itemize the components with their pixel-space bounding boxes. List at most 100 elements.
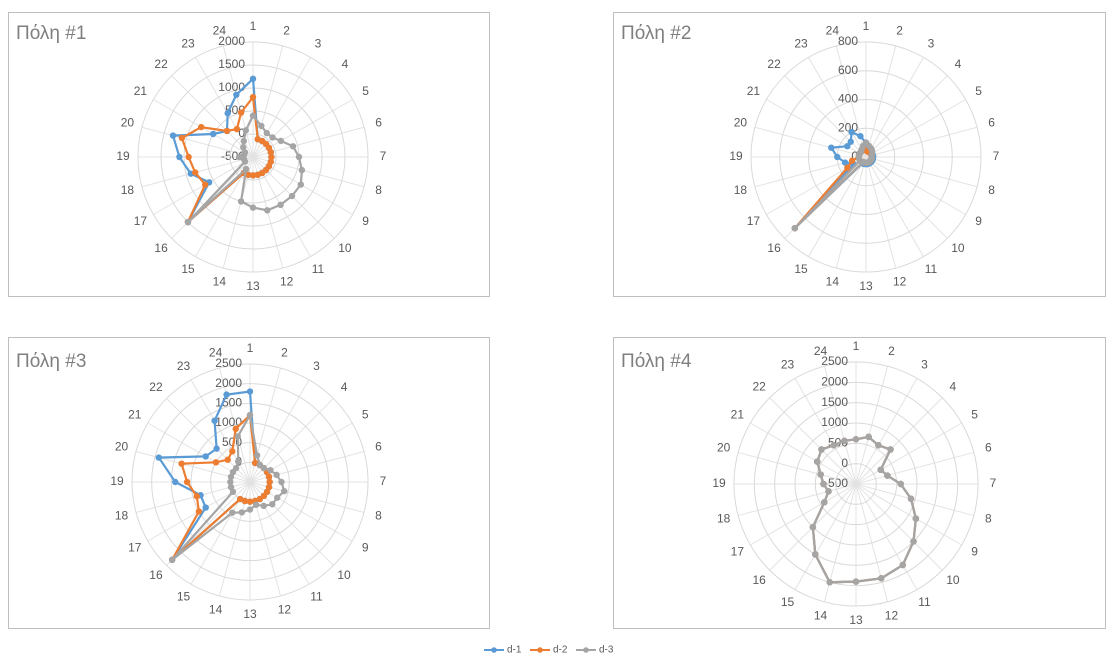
category-label: 4: [342, 57, 349, 71]
marker: [277, 137, 285, 145]
category-label: 22: [149, 380, 163, 394]
category-label: 2: [896, 24, 903, 38]
category-label: 14: [814, 609, 828, 623]
marker: [236, 495, 244, 503]
marker: [235, 458, 242, 465]
category-label: 12: [280, 275, 294, 289]
category-label: 5: [362, 84, 369, 98]
legend-label: d-3: [599, 645, 614, 656]
grid-ring: [137, 41, 369, 273]
marker: [857, 132, 864, 140]
marker: [884, 472, 891, 479]
category-label: 20: [115, 440, 129, 454]
marker: [195, 508, 203, 515]
marker: [263, 129, 270, 137]
marker: [269, 134, 276, 141]
category-label: 8: [375, 509, 382, 523]
marker: [820, 480, 827, 488]
r-tick-label: 1500: [821, 395, 848, 409]
marker: [295, 153, 303, 161]
category-label: 10: [338, 241, 352, 255]
marker: [238, 509, 246, 516]
category-label: 19: [116, 149, 130, 163]
marker: [297, 181, 305, 188]
category-label: 20: [734, 116, 748, 130]
category-label: 11: [925, 262, 938, 276]
r-tick-label: 600: [838, 63, 858, 77]
marker: [298, 166, 306, 174]
legend-marker: [537, 647, 543, 653]
category-label: 21: [747, 84, 761, 98]
marker: [242, 127, 250, 134]
marker: [814, 458, 821, 465]
category-label: 20: [717, 441, 731, 455]
marker: [184, 218, 192, 226]
marker: [183, 478, 191, 486]
category-label: 18: [734, 183, 748, 197]
marker: [877, 466, 884, 473]
marker: [264, 207, 271, 214]
category-label: 16: [154, 241, 168, 255]
marker: [155, 454, 163, 461]
category-label: 6: [985, 441, 992, 455]
marker: [266, 478, 273, 486]
r-tick-label: 400: [838, 92, 858, 106]
marker: [289, 143, 297, 150]
category-label: 16: [752, 573, 766, 587]
category-label: 1: [247, 341, 254, 355]
category-label: 15: [794, 262, 808, 276]
marker: [185, 153, 192, 161]
grid-ring: [210, 442, 290, 522]
marker: [202, 504, 209, 511]
marker: [841, 159, 849, 166]
category-label: 16: [149, 568, 163, 582]
marker: [211, 417, 218, 424]
category-label: 18: [717, 512, 731, 526]
category-label: 3: [313, 359, 320, 373]
category-label: 2: [283, 24, 290, 38]
category-label: 6: [375, 116, 382, 130]
category-label: 13: [243, 607, 257, 621]
category-label: 21: [731, 408, 745, 422]
marker: [223, 127, 231, 135]
panel-frame: [8, 12, 490, 297]
r-tick-label: 800: [838, 34, 858, 48]
r-tick-label: 1500: [218, 57, 245, 71]
marker: [847, 138, 854, 145]
chart-title: Πόλη #3: [16, 351, 86, 372]
category-label: 4: [341, 380, 348, 394]
category-label: 7: [990, 476, 997, 490]
category-label: 2: [281, 346, 288, 360]
grid-ring: [131, 363, 369, 601]
category-label: 6: [375, 440, 382, 454]
category-label: 24: [814, 344, 828, 358]
category-label: 17: [731, 545, 745, 559]
r-tick-label: 0: [841, 456, 848, 470]
marker: [169, 132, 177, 139]
grid-ring: [151, 383, 349, 581]
marker: [278, 478, 285, 486]
category-label: 3: [928, 37, 935, 51]
marker: [202, 453, 209, 460]
legend-marker: [583, 647, 589, 653]
marker: [809, 523, 817, 531]
category-label: 21: [128, 408, 142, 422]
r-tick-label: 2500: [821, 354, 848, 368]
marker: [875, 442, 882, 449]
category-label: 9: [362, 214, 369, 228]
marker: [236, 153, 243, 161]
marker: [865, 433, 872, 441]
marker: [273, 471, 280, 479]
chart-title: Πόλη #4: [621, 351, 692, 372]
category-label: 13: [849, 613, 863, 627]
marker: [852, 436, 860, 443]
category-label: 12: [278, 603, 292, 617]
marker: [229, 448, 236, 455]
grid-ring: [835, 463, 877, 505]
marker: [249, 112, 257, 119]
marker: [249, 172, 257, 179]
marker: [260, 464, 268, 472]
marker: [246, 411, 254, 419]
category-label: 24: [209, 346, 223, 360]
